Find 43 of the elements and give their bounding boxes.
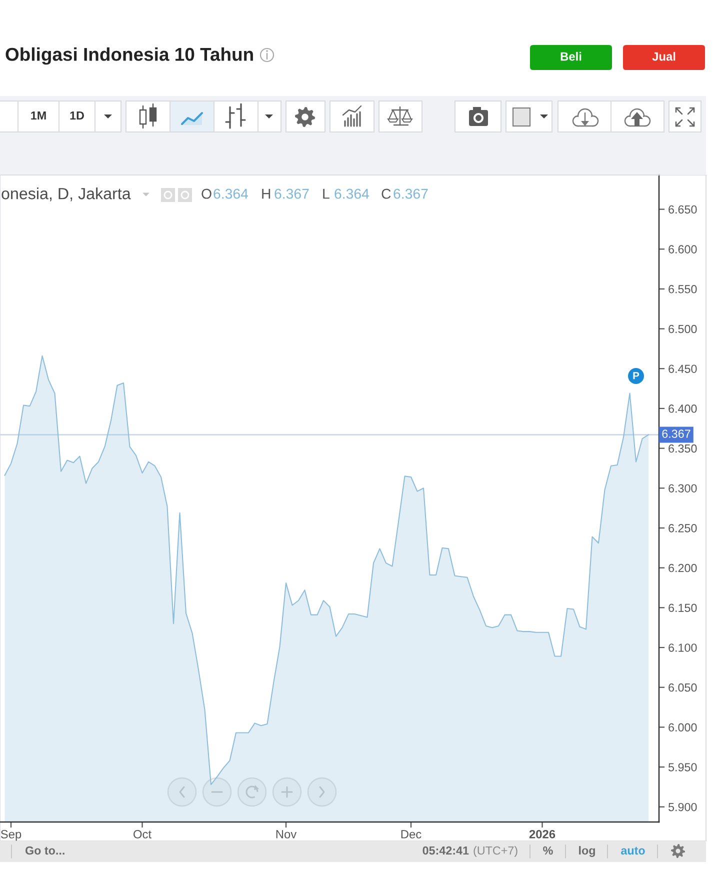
y-tick-label: 6.200 — [668, 564, 697, 572]
annotation: H — [262, 188, 270, 199]
y-tick-label: 5.900 — [668, 802, 697, 812]
annotation: 6.364 — [334, 188, 370, 199]
y-tick-label: 6.600 — [668, 245, 697, 254]
y-tick-label: 6.300 — [668, 484, 697, 492]
y-tick-label: 6.250 — [668, 524, 697, 532]
y-tick-label: 6.150 — [668, 604, 697, 612]
y-tick-label: 6.550 — [668, 285, 697, 294]
x-tick-label: Oct — [134, 830, 152, 838]
y-tick-label: 6.400 — [668, 404, 697, 413]
chart-title: Obligasi Indonesia 10 Tahun — [6, 47, 253, 65]
text: log — [579, 846, 595, 857]
text: 1D — [70, 111, 84, 120]
x-tick-label: 2026 — [529, 830, 556, 838]
y-tick-label: 6.450 — [668, 364, 697, 373]
text: 05:42:41 — [422, 846, 469, 855]
annotation: P — [633, 372, 640, 380]
annotation: 6.367 — [274, 188, 309, 199]
text: Jual — [652, 52, 676, 61]
y-tick-label: 6.050 — [668, 683, 697, 692]
annotation: L — [323, 188, 330, 199]
y-tick-label: 6.000 — [668, 723, 697, 732]
text: auto — [621, 846, 645, 855]
ref-line-label: 6.367 — [662, 430, 690, 438]
x-tick-label: Nov — [276, 830, 297, 838]
text: Go to... — [25, 846, 64, 855]
y-tick-label: 6.100 — [668, 644, 697, 652]
text: % — [543, 846, 553, 855]
x-tick-label: Sep — [0, 830, 22, 841]
annotation: C — [382, 188, 391, 199]
x-tick-label: Dec — [401, 830, 422, 838]
annotation: 6.367 — [394, 188, 428, 199]
y-tick-label: 6.500 — [668, 324, 697, 334]
annotation: 6.364 — [214, 188, 248, 199]
text: Beli — [560, 52, 582, 61]
y-tick-label: 6.650 — [668, 205, 697, 214]
text: (UTC+7) — [474, 846, 518, 857]
annotation: O — [202, 188, 212, 199]
y-tick-label: 5.950 — [668, 763, 697, 772]
text: 1M — [31, 111, 46, 120]
y-tick-label: 6.350 — [668, 444, 697, 453]
text: onesia, D, Jakarta — [2, 187, 131, 202]
